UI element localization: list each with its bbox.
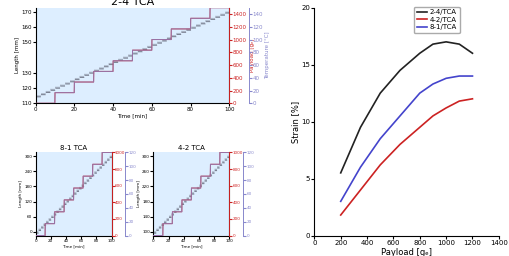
2-4/TCA <box>443 40 449 43</box>
X-axis label: Payload [gₑ]: Payload [gₑ] <box>381 249 432 256</box>
4-2/TCA <box>357 188 363 191</box>
8-1/TCA <box>357 166 363 169</box>
4-2/TCA <box>469 97 475 100</box>
Y-axis label: Strain [%]: Strain [%] <box>291 101 300 143</box>
8-1/TCA <box>377 137 383 140</box>
2-4/TCA <box>337 171 344 174</box>
Title: 4-2 TCA: 4-2 TCA <box>178 145 205 151</box>
2-4/TCA <box>469 52 475 55</box>
Y-axis label: Length [mm]: Length [mm] <box>19 180 23 207</box>
8-1/TCA <box>443 77 449 80</box>
Y-axis label: Length [mm]: Length [mm] <box>15 37 20 73</box>
4-2/TCA <box>377 163 383 166</box>
2-4/TCA <box>456 42 462 46</box>
8-1/TCA <box>417 92 423 95</box>
8-1/TCA <box>430 82 436 86</box>
8-1/TCA <box>456 74 462 78</box>
X-axis label: Time [min]: Time [min] <box>180 244 203 248</box>
X-axis label: Time [min]: Time [min] <box>63 244 85 248</box>
X-axis label: Time [min]: Time [min] <box>118 113 148 118</box>
4-2/TCA <box>443 106 449 110</box>
4-2/TCA <box>417 126 423 129</box>
Title: 8-1 TCA: 8-1 TCA <box>60 145 87 151</box>
Y-axis label: Temperature [°C]: Temperature [°C] <box>266 32 270 79</box>
Line: 2-4/TCA: 2-4/TCA <box>341 42 472 173</box>
4-2/TCA <box>337 214 344 217</box>
Line: 8-1/TCA: 8-1/TCA <box>341 76 472 201</box>
Y-axis label: Length [mm]: Length [mm] <box>136 180 140 207</box>
2-4/TCA <box>397 69 403 72</box>
8-1/TCA <box>397 114 403 118</box>
2-4/TCA <box>417 52 423 55</box>
2-4/TCA <box>377 92 383 95</box>
4-2/TCA <box>397 143 403 146</box>
Legend: 2-4/TCA, 4-2/TCA, 8-1/TCA: 2-4/TCA, 4-2/TCA, 8-1/TCA <box>414 7 460 33</box>
Y-axis label: Payload [gₑ]: Payload [gₑ] <box>249 39 254 72</box>
4-2/TCA <box>456 100 462 103</box>
2-4/TCA <box>430 42 436 46</box>
4-2/TCA <box>430 114 436 118</box>
Line: 4-2/TCA: 4-2/TCA <box>341 99 472 215</box>
8-1/TCA <box>337 200 344 203</box>
8-1/TCA <box>469 74 475 78</box>
Title: 2-4 TCA: 2-4 TCA <box>111 0 154 7</box>
2-4/TCA <box>357 126 363 129</box>
